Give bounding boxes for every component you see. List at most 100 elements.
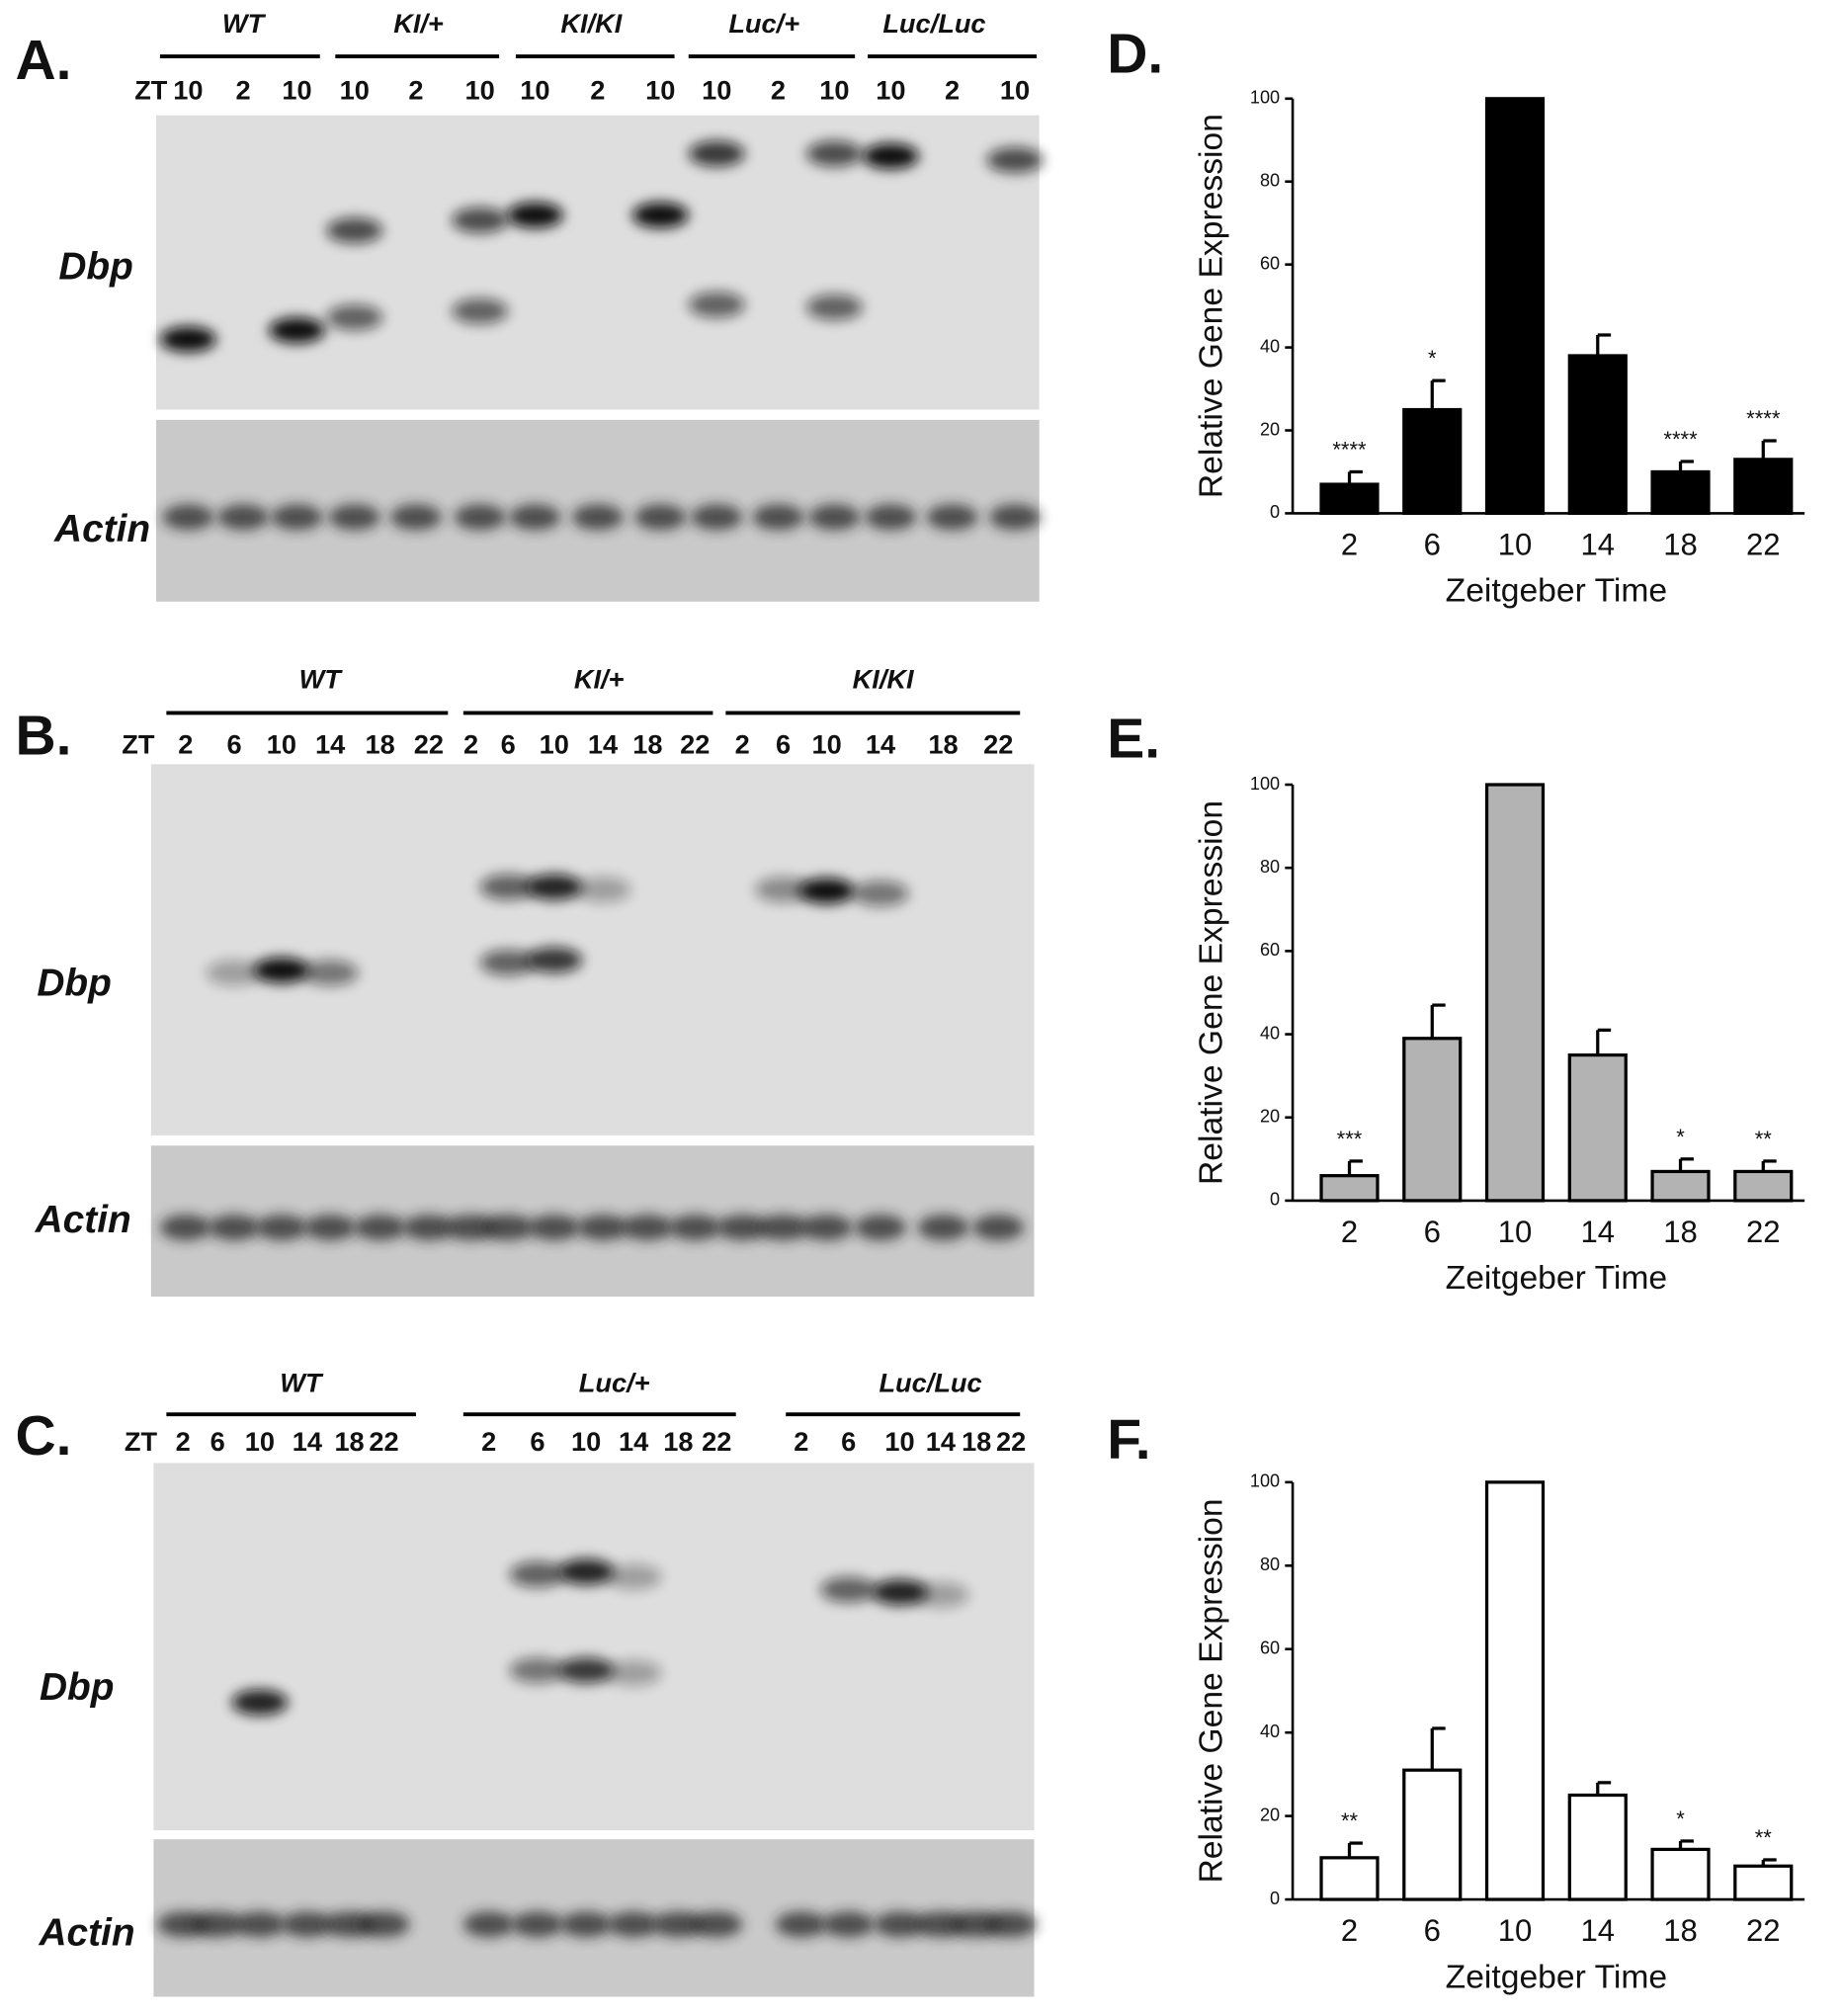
- y-tick-label: 20: [1260, 419, 1280, 439]
- actin-band: [354, 1215, 406, 1241]
- blot-band: [506, 202, 563, 228]
- x-tick-label: 10: [1498, 527, 1533, 561]
- lane-label: 10: [282, 75, 311, 106]
- y-tick-label: 60: [1260, 1638, 1280, 1658]
- actin-band: [209, 1215, 260, 1241]
- y-tick-label: 20: [1260, 1805, 1280, 1824]
- bar: [1733, 1864, 1794, 1901]
- actin-band: [917, 1215, 969, 1241]
- x-axis-label: Zeitgeber Time: [1446, 1959, 1667, 1995]
- actin-band: [528, 1215, 580, 1241]
- actin-band: [865, 504, 917, 531]
- blot-band: [268, 317, 325, 344]
- bar: [1319, 1174, 1380, 1203]
- blot-band: [326, 217, 383, 244]
- blot-band: [688, 140, 745, 167]
- bar: [1650, 469, 1711, 516]
- blot-band: [574, 877, 631, 903]
- lane-label: 18: [366, 728, 395, 759]
- panel-letter: A.: [16, 29, 72, 92]
- actin-band: [691, 504, 743, 531]
- bar: [1650, 1847, 1711, 1901]
- bar: [1402, 1768, 1463, 1901]
- x-axis-label: Zeitgeber Time: [1446, 1260, 1667, 1297]
- error-bar: [1430, 1003, 1446, 1039]
- y-axis-label: Relative Gene Expression: [1194, 800, 1230, 1185]
- lane-label: 14: [866, 728, 895, 759]
- error-bar: [1678, 460, 1694, 472]
- blot-band: [159, 326, 216, 353]
- lane-label: 18: [663, 1426, 693, 1457]
- blot-band: [986, 147, 1044, 173]
- actin-band: [577, 1215, 628, 1241]
- lane-label: 22: [996, 1426, 1026, 1457]
- actin-band: [775, 1911, 827, 1938]
- error-bar: [1678, 1157, 1694, 1172]
- gene-blot: [153, 1463, 1035, 1831]
- blot-band: [820, 1576, 878, 1603]
- genotype-label: Luc/Luc: [882, 8, 985, 39]
- x-axis-label: Zeitgeber Time: [1446, 573, 1667, 610]
- blot-band: [301, 960, 359, 986]
- actin-band: [752, 504, 804, 531]
- significance-label: ****: [1332, 438, 1367, 462]
- genotype-label: KI/+: [574, 663, 625, 694]
- significance-label: **: [1755, 1127, 1773, 1151]
- bar: [1484, 97, 1546, 516]
- x-tick-label: 2: [1341, 1913, 1358, 1948]
- panel-letter: E.: [1107, 707, 1160, 770]
- actin-band: [926, 504, 978, 531]
- genotype-label: Luc/+: [579, 1368, 650, 1398]
- significance-label: ****: [1746, 406, 1781, 431]
- lane-label: 2: [945, 75, 960, 106]
- lane-label: 18: [928, 728, 958, 759]
- lane-label: 6: [530, 1426, 545, 1457]
- lane-label: 10: [884, 1426, 914, 1457]
- actin-band: [855, 1215, 906, 1241]
- lane-label: 22: [680, 728, 710, 759]
- blot-band: [452, 297, 509, 324]
- significance-label: **: [1341, 1808, 1359, 1833]
- gene-label: Dbp: [58, 245, 133, 288]
- lane-label: 18: [632, 728, 662, 759]
- blot-band: [479, 874, 537, 900]
- blot-band: [852, 881, 909, 907]
- actin-band: [634, 504, 687, 531]
- bar: [1402, 1037, 1463, 1203]
- lane-label: 14: [315, 728, 345, 759]
- actin-band: [482, 1215, 535, 1241]
- actin-band: [800, 1215, 853, 1241]
- y-tick-label: 80: [1260, 857, 1280, 877]
- actin-band: [608, 1911, 659, 1938]
- lane-label: 10: [340, 75, 370, 106]
- lane-label: 6: [210, 1426, 225, 1457]
- actin-band: [234, 1911, 286, 1938]
- lane-label: 22: [369, 1426, 398, 1457]
- blot-band: [912, 1581, 969, 1608]
- lane-label: 2: [590, 75, 605, 106]
- x-tick-label: 18: [1663, 1215, 1698, 1249]
- panel-letter: D.: [1107, 22, 1163, 85]
- bar: [1567, 1793, 1628, 1901]
- blot-band: [479, 950, 537, 975]
- actin-band: [281, 1911, 333, 1938]
- panel-letter: B.: [16, 705, 72, 768]
- genotype-label: Luc/+: [728, 8, 799, 39]
- lane-label: 2: [481, 1426, 496, 1457]
- control-label: Actin: [53, 508, 150, 550]
- lane-label: 6: [841, 1426, 856, 1457]
- x-tick-label: 22: [1746, 1215, 1781, 1249]
- x-tick-label: 6: [1424, 527, 1441, 561]
- genotype-label: KI/KI: [560, 8, 623, 39]
- lane-label: 2: [408, 75, 423, 106]
- actin-band: [162, 504, 214, 531]
- lane-label: 14: [926, 1426, 956, 1457]
- blot-band: [605, 1659, 662, 1686]
- lane-label: 22: [414, 728, 444, 759]
- zt-label: ZT: [134, 75, 168, 106]
- bar: [1650, 1169, 1711, 1203]
- gene-label: Dbp: [40, 1666, 115, 1709]
- actin-band: [217, 504, 269, 531]
- significance-label: *: [1428, 346, 1437, 371]
